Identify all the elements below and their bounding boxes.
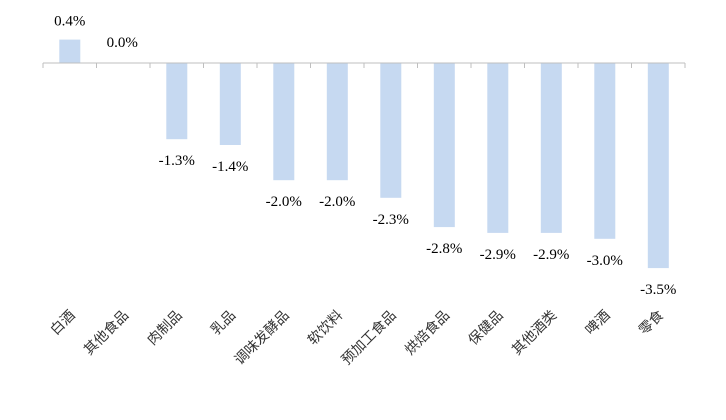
bar-8 bbox=[487, 63, 509, 233]
category-label-8: 保健品 bbox=[466, 308, 507, 349]
data-labels: 0.4% 0.0% -1.3% -1.4% -2.0% -2.0% -2.3% -2.8% -2… bbox=[54, 14, 676, 299]
category-label-0: 白酒 bbox=[47, 308, 78, 339]
bar-5 bbox=[326, 63, 348, 181]
data-label-5: -2.0% bbox=[319, 194, 355, 210]
bar-0 bbox=[59, 39, 81, 63]
category-label-4: 调味发酵品 bbox=[232, 308, 293, 369]
bar-4 bbox=[273, 63, 295, 181]
data-label-10: -3.0% bbox=[587, 253, 623, 269]
data-label-0: 0.4% bbox=[54, 14, 85, 30]
category-label-3: 乳品 bbox=[208, 308, 239, 339]
data-label-3: -1.4% bbox=[212, 159, 248, 175]
category-label-5: 软饮料 bbox=[305, 308, 346, 349]
category-label-11: 零食 bbox=[635, 307, 667, 339]
data-label-4: -2.0% bbox=[266, 194, 302, 210]
category-label-9: 其他酒类 bbox=[509, 308, 560, 359]
data-label-2: -1.3% bbox=[159, 153, 195, 169]
data-label-1: 0.0% bbox=[107, 35, 138, 51]
data-label-8: -2.9% bbox=[480, 247, 516, 263]
bar-9 bbox=[540, 63, 562, 233]
category-label-2: 肉制品 bbox=[145, 308, 186, 349]
data-label-7: -2.8% bbox=[426, 241, 462, 257]
data-label-11: -3.5% bbox=[640, 282, 676, 298]
bar-7 bbox=[433, 63, 455, 228]
bar-11 bbox=[647, 63, 669, 269]
data-label-9: -2.9% bbox=[533, 247, 569, 263]
category-label-7: 烘焙食品 bbox=[401, 307, 453, 359]
data-label-6: -2.3% bbox=[373, 212, 409, 228]
bar-10 bbox=[594, 63, 616, 239]
category-label-10: 啤酒 bbox=[582, 308, 613, 339]
bar-3 bbox=[219, 63, 241, 145]
bar-group bbox=[59, 39, 669, 269]
category-label-1: 其他食品 bbox=[80, 307, 132, 359]
axis-ticks bbox=[42, 63, 686, 68]
bar-2 bbox=[166, 63, 188, 140]
bar-6 bbox=[380, 63, 402, 198]
category-label-6: 预加工食品 bbox=[338, 307, 400, 369]
